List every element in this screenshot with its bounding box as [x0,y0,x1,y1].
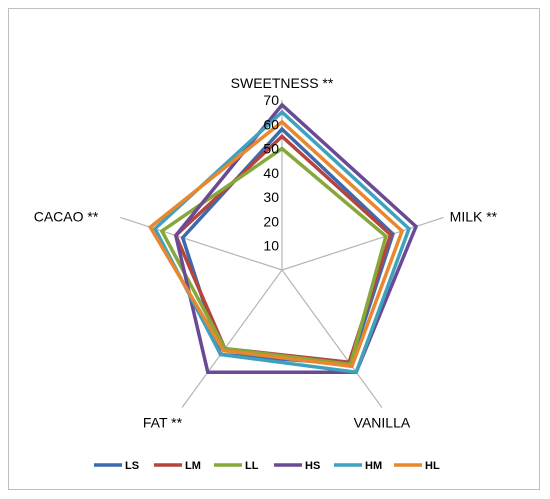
spoke-2 [281,269,383,408]
tick-label-10: 10 [263,238,279,254]
legend-label-hs: HS [305,460,320,472]
series-hs [173,102,419,374]
legend-label-hl: HL [425,460,440,472]
axis-label-3: FAT ** [143,415,183,431]
legend-label-lm: LM [185,460,201,472]
axis-label-0: SWEETNESS ** [231,75,334,91]
chart-frame [8,8,540,490]
legend-label-hm: HM [365,460,382,472]
series-ll [159,146,388,367]
axis-label-1: MILK ** [450,208,498,224]
radar-ticks: 10 20 30 40 50 60 70 [263,92,279,254]
legend: LS LM LL HS HM HL [94,460,440,472]
tick-label-30: 30 [263,189,279,205]
tick-label-40: 40 [263,165,279,181]
spoke-3 [181,269,283,408]
series-hm [152,109,412,375]
series-hl [148,119,405,369]
axis-label-2: VANILLA [354,415,411,431]
tick-label-20: 20 [263,213,279,229]
spoke-4 [120,216,283,271]
legend-label-ll: LL [245,460,259,472]
tick-label-60: 60 [263,116,279,132]
axis-label-4: CACAO ** [34,208,99,224]
spoke-1 [281,216,444,271]
legend-label-ls: LS [125,460,139,472]
tick-label-50: 50 [263,141,279,157]
radar-series [148,102,419,375]
radar-axis-labels: SWEETNESS ** MILK ** VANILLA FAT ** CACAO ** [34,75,498,431]
tick-label-70: 70 [263,92,279,108]
